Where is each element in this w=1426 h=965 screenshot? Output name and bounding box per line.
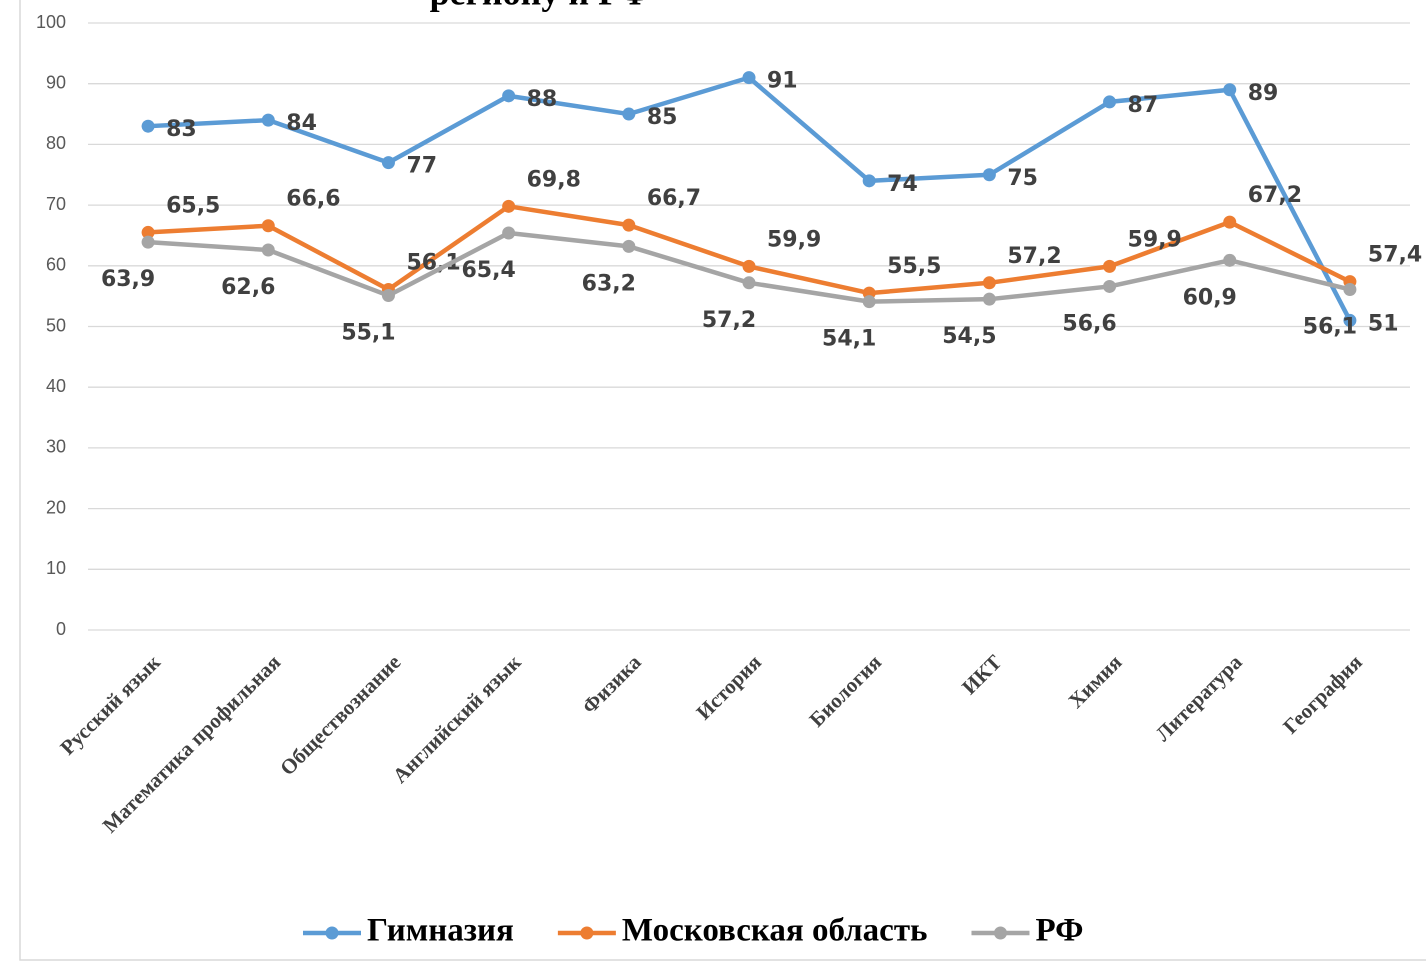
legend-label: Гимназия (367, 913, 514, 949)
data-label: 59,9 (1128, 227, 1182, 252)
data-label: 54,5 (942, 324, 996, 349)
y-tick-label: 30 (46, 437, 66, 457)
data-label: 63,9 (101, 267, 155, 292)
data-label: 54,1 (822, 327, 876, 352)
x-tick-label: Химия (1064, 650, 1127, 713)
data-label: 88 (527, 87, 558, 112)
y-tick-label: 80 (46, 133, 66, 153)
y-tick-label: 40 (46, 376, 66, 396)
point (862, 174, 876, 188)
point (742, 276, 756, 290)
data-label: 74 (887, 172, 918, 197)
data-label: 56,1 (1303, 314, 1357, 339)
x-tick-label: История (691, 650, 765, 724)
data-label: 51 (1368, 311, 1399, 336)
point (141, 225, 155, 239)
data-label: 84 (286, 111, 317, 136)
point (261, 243, 275, 257)
point (1103, 259, 1117, 273)
x-tick-label: Литература (1151, 650, 1247, 746)
data-label: 85 (647, 105, 678, 130)
point (502, 226, 516, 240)
point (1343, 313, 1357, 327)
chart-title: региону и РФ (430, 0, 651, 12)
data-label: 69,8 (527, 167, 581, 192)
y-tick-label: 50 (46, 315, 66, 335)
data-label: 55,1 (341, 321, 395, 346)
point (502, 199, 516, 213)
point (1223, 215, 1237, 229)
point (1223, 83, 1237, 97)
data-label: 60,9 (1183, 285, 1237, 310)
point (622, 239, 636, 253)
point (982, 292, 996, 306)
data-label: 57,2 (702, 308, 756, 333)
legend-label: Московская область (622, 913, 928, 949)
data-label: 83 (166, 117, 197, 142)
y-tick-label: 10 (46, 558, 66, 578)
x-tick-label: ИКТ (957, 650, 1006, 699)
point (1103, 95, 1117, 109)
point (742, 71, 756, 85)
point (261, 219, 275, 233)
data-label: 65,5 (166, 193, 220, 218)
chart-frame (19, 0, 1426, 961)
x-tick-label: Английский язык (388, 649, 526, 787)
y-tick-label: 70 (46, 194, 66, 214)
data-label: 67,2 (1248, 183, 1302, 208)
point (622, 218, 636, 232)
y-tick-label: 60 (46, 255, 66, 275)
data-label: 63,2 (582, 271, 636, 296)
point (141, 119, 155, 133)
x-tick-label: Русский язык (55, 649, 165, 759)
point (982, 276, 996, 290)
data-label: 62,6 (221, 275, 275, 300)
point (261, 113, 275, 127)
point (141, 235, 155, 249)
legend-marker (993, 926, 1007, 940)
x-tick-label: Биология (804, 650, 886, 732)
data-label: 89 (1248, 81, 1279, 106)
point (1103, 279, 1117, 293)
x-tick-label: Физика (577, 650, 646, 719)
legend-marker (325, 926, 339, 940)
data-label: 65,4 (461, 258, 515, 283)
point (381, 289, 395, 303)
data-label: 56,6 (1062, 311, 1116, 336)
data-label: 57,4 (1368, 243, 1422, 268)
data-label: 66,7 (647, 186, 701, 211)
data-label: 57,2 (1007, 244, 1061, 269)
legend-label: РФ (1035, 913, 1083, 949)
data-label: 75 (1007, 166, 1038, 191)
point (622, 107, 636, 121)
data-label: 77 (406, 154, 437, 179)
data-label: 66,6 (286, 187, 340, 212)
y-tick-label: 20 (46, 497, 66, 517)
point (742, 259, 756, 273)
legend-marker (580, 926, 594, 940)
data-label: 59,9 (767, 227, 821, 252)
y-tick-label: 0 (56, 619, 66, 639)
point (502, 89, 516, 103)
point (982, 168, 996, 182)
point (1223, 253, 1237, 267)
y-tick-label: 100 (36, 12, 66, 32)
data-label: 87 (1128, 93, 1159, 118)
data-label: 55,5 (887, 254, 941, 279)
x-tick-label: География (1278, 650, 1367, 739)
x-tick-label: Обществознание (275, 650, 405, 780)
y-tick-label: 90 (46, 72, 66, 92)
point (862, 295, 876, 309)
point (1343, 282, 1357, 296)
data-label: 91 (767, 69, 798, 94)
point (381, 156, 395, 170)
